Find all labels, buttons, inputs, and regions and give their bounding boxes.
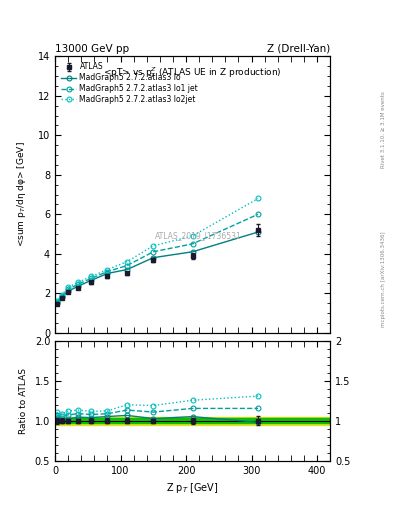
- Y-axis label: Ratio to ATLAS: Ratio to ATLAS: [18, 368, 28, 434]
- Text: 13000 GeV pp: 13000 GeV pp: [55, 44, 129, 54]
- Text: ATLAS_2019_I1736531: ATLAS_2019_I1736531: [155, 231, 241, 241]
- Text: Rivet 3.1.10, ≥ 3.1M events: Rivet 3.1.10, ≥ 3.1M events: [381, 91, 386, 167]
- Legend: ATLAS, MadGraph5 2.7.2.atlas3 lo, MadGraph5 2.7.2.atlas3 lo1 jet, MadGraph5 2.7.: ATLAS, MadGraph5 2.7.2.atlas3 lo, MadGra…: [59, 60, 200, 106]
- Bar: [55, 418, 330, 423]
- Text: <pT> vs p$_T^Z$ (ATLAS UE in Z production): <pT> vs p$_T^Z$ (ATLAS UE in Z productio…: [103, 65, 282, 79]
- Text: mcplots.cern.ch [arXiv:1306.3436]: mcplots.cern.ch [arXiv:1306.3436]: [381, 231, 386, 327]
- X-axis label: Z p$_T$ [GeV]: Z p$_T$ [GeV]: [166, 481, 219, 495]
- Text: Z (Drell-Yan): Z (Drell-Yan): [267, 44, 330, 54]
- Bar: [55, 417, 330, 425]
- Y-axis label: <sum p$_T$/dη dφ> [GeV]: <sum p$_T$/dη dφ> [GeV]: [15, 142, 28, 247]
